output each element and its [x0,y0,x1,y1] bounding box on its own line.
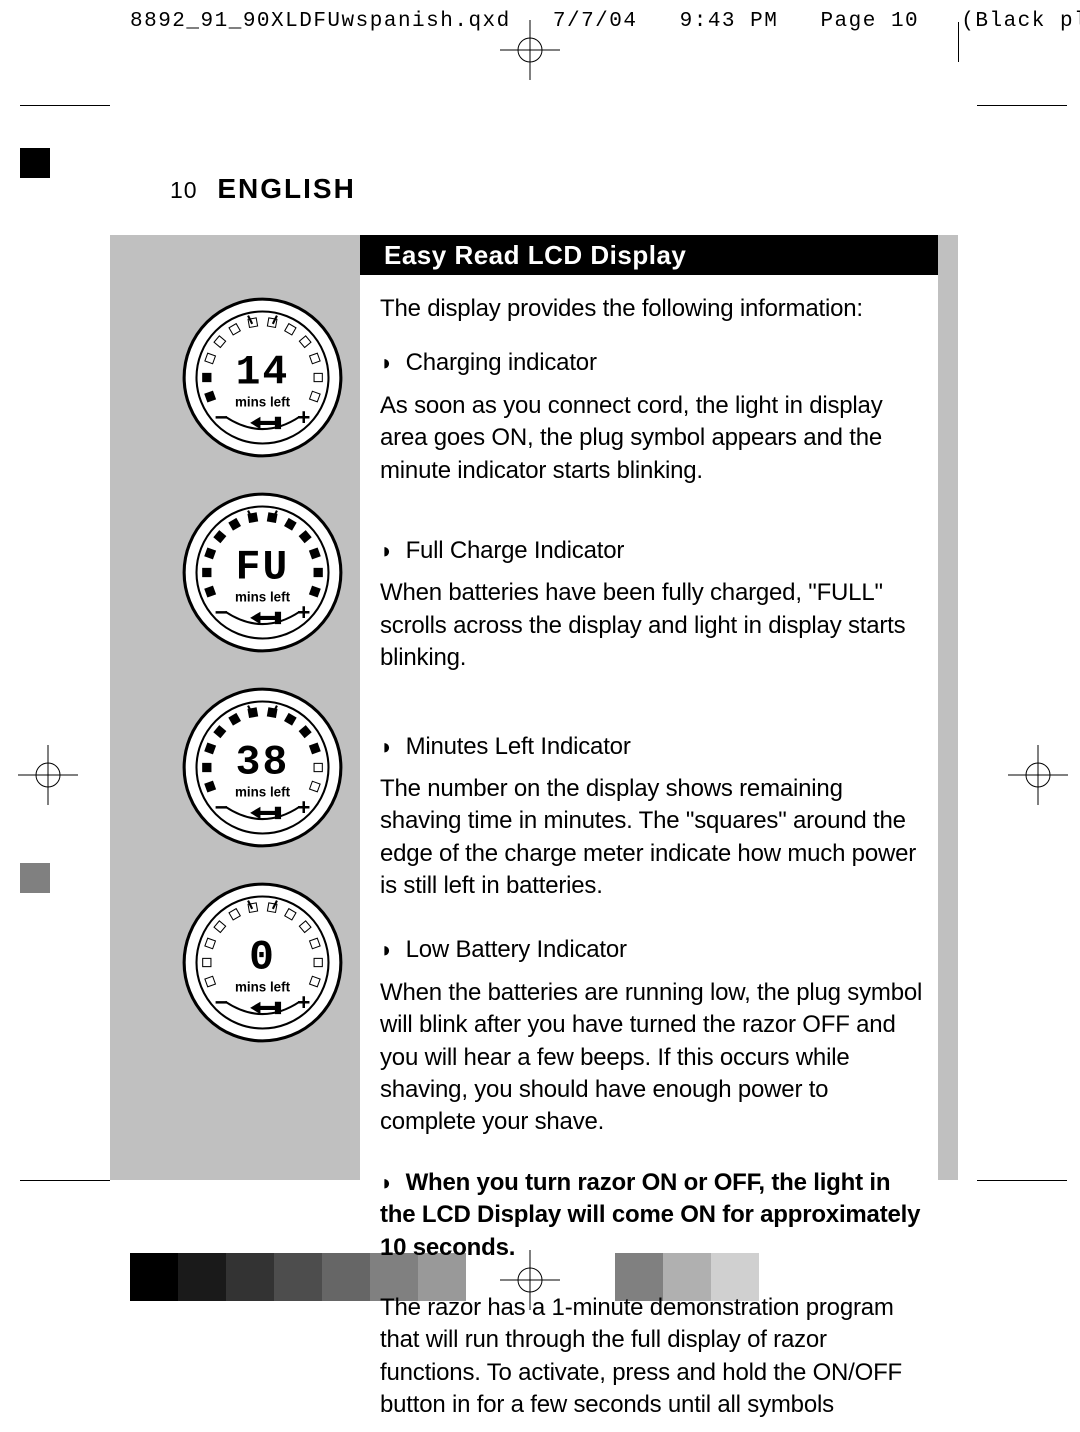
item-heading: Minutes Left Indicator [380,731,928,763]
color-swatch [226,1253,274,1301]
page-number: 10 [170,177,198,203]
color-swatch [322,1253,370,1301]
svg-text:+: + [297,989,310,1015]
slug-page: Page 10 [820,10,919,33]
page-language: ENGLISH [217,173,355,204]
svg-text:mins left: mins left [235,979,291,994]
crop-mark [977,1180,1067,1181]
item-body: When the batteries are running low, the … [380,977,928,1139]
svg-text:FU: FU [236,546,290,592]
item-heading-label: Full Charge Indicator [406,537,625,564]
lcd-figure-full: FUmins left− + [180,490,345,655]
item-body: As soon as you connect cord, the light i… [380,390,928,487]
body-text-column: The display provides the following infor… [380,293,928,1432]
slug-filename: 8892_91_90XLDFUwspanish.qxd [130,10,511,33]
bullet-icon [380,349,393,376]
item-heading-label: Minutes Left Indicator [406,733,631,760]
slug-time: 9:43 PM [680,10,779,33]
item-body: When batteries have been fully charged, … [380,577,928,674]
bullet-icon [380,733,393,760]
crop-mark [20,105,110,106]
slug-plate: (Black plate [961,10,1080,33]
lcd-figure-minutes: 38mins left− + [180,685,345,850]
note-bold-text: When you turn razor ON or OFF, the light… [380,1169,920,1261]
crop-mark [958,22,959,62]
intro-text: The display provides the following infor… [380,293,928,325]
color-swatch [274,1253,322,1301]
svg-text:−: − [215,599,228,625]
note-heading: When you turn razor ON or OFF, the light… [380,1167,928,1264]
registration-mark-icon [18,745,78,805]
svg-text:−: − [215,989,228,1015]
section-title: Easy Read LCD Display [384,240,686,270]
item-heading: Full Charge Indicator [380,535,928,567]
svg-text:38: 38 [236,741,290,787]
demo-paragraph: The razor has a 1-minute demonstration p… [380,1292,928,1422]
manual-page: 10 ENGLISH Easy Read LCD Display 14mins … [110,105,958,1180]
color-swatch [178,1253,226,1301]
item-heading: Charging indicator [380,347,928,379]
svg-text:mins left: mins left [235,589,291,604]
registration-mark-icon [1008,745,1068,805]
color-swatch [130,1253,178,1301]
crop-mark [20,1180,110,1181]
svg-text:+: + [297,599,310,625]
svg-text:+: + [297,794,310,820]
bullet-icon [380,936,393,963]
bullet-icon [380,537,393,564]
item-heading-label: Charging indicator [406,349,597,376]
svg-text:+: + [297,404,310,430]
registration-mark-icon [500,20,560,80]
bullet-icon [380,1169,393,1196]
section-title-bar: Easy Read LCD Display [360,235,938,275]
svg-text:0: 0 [249,936,276,982]
item-body: The number on the display shows remainin… [380,773,928,903]
page-heading: 10 ENGLISH [170,173,356,205]
slug-date: 7/7/04 [553,10,638,33]
crop-mark [977,105,1067,106]
margin-marker-icon [20,863,50,893]
lcd-figure-low: 0mins left− + [180,880,345,1045]
print-slug-line: 8892_91_90XLDFUwspanish.qxd 7/7/04 9:43 … [130,10,1080,33]
lcd-figure-charging: 14mins left− + [180,295,345,460]
svg-text:14: 14 [236,351,290,397]
margin-marker-icon [20,148,50,178]
item-heading: Low Battery Indicator [380,934,928,966]
svg-text:mins left: mins left [235,784,291,799]
sidebar-gray-stub [938,235,958,1180]
item-heading-label: Low Battery Indicator [406,936,627,963]
svg-text:−: − [215,794,228,820]
svg-text:−: − [215,404,228,430]
svg-text:mins left: mins left [235,394,291,409]
